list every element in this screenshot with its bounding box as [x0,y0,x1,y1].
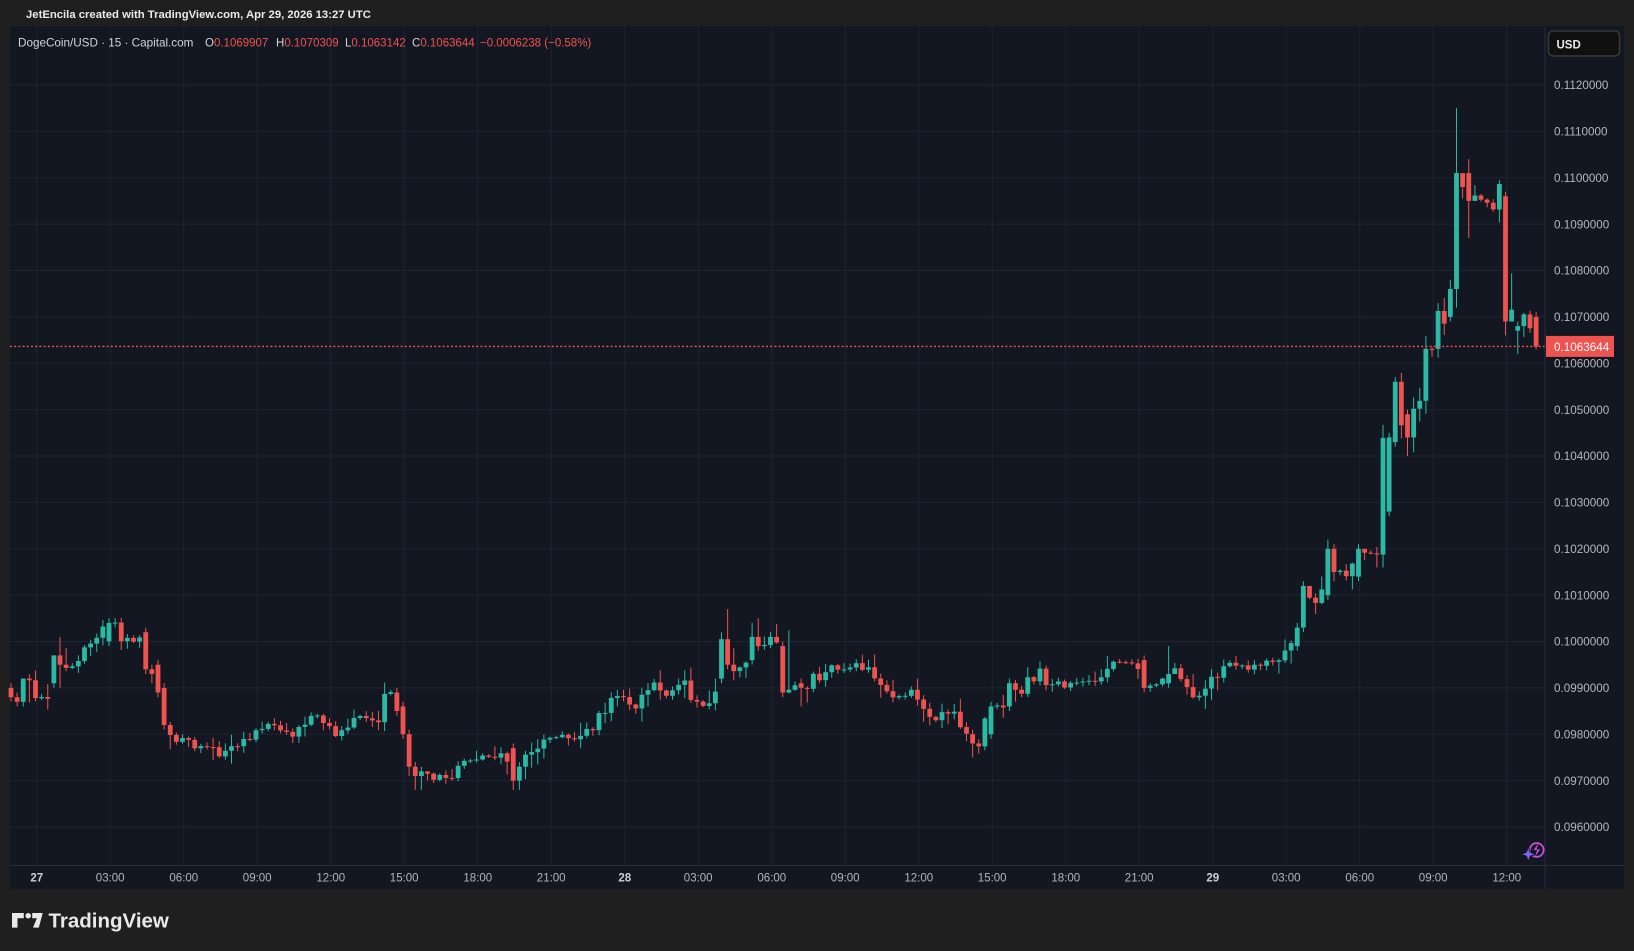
svg-text:15:00: 15:00 [978,873,1007,885]
svg-text:03:00: 03:00 [1272,873,1301,885]
svg-text:21:00: 21:00 [1125,873,1154,885]
svg-text:0.0990000: 0.0990000 [1554,682,1610,695]
svg-text:0.1063644: 0.1063644 [1554,341,1610,354]
svg-text:USD: USD [1557,40,1581,52]
svg-text:0.1010000: 0.1010000 [1554,589,1610,602]
svg-text:0.0980000: 0.0980000 [1554,729,1610,742]
svg-text:29: 29 [1206,873,1219,885]
svg-text:O0.1069907: O0.1069907 [205,38,268,50]
svg-text:−0.0006238 (−0.58%): −0.0006238 (−0.58%) [480,38,591,50]
svg-text:28: 28 [618,873,631,885]
svg-text:0.1090000: 0.1090000 [1554,218,1610,231]
svg-text:0.1050000: 0.1050000 [1554,404,1610,417]
svg-text:JetEncila created with Trading: JetEncila created with TradingView.com, … [26,9,371,21]
svg-text:0.1060000: 0.1060000 [1554,357,1610,370]
svg-text:TradingView: TradingView [49,910,169,933]
svg-text:0.0970000: 0.0970000 [1554,775,1610,788]
svg-text:27: 27 [30,873,43,885]
svg-text:0.0960000: 0.0960000 [1554,821,1610,834]
svg-text:0.1020000: 0.1020000 [1554,543,1610,556]
svg-text:0.1000000: 0.1000000 [1554,636,1610,649]
svg-text:21:00: 21:00 [537,873,566,885]
svg-text:DogeCoin/USD · 15 · Capital.co: DogeCoin/USD · 15 · Capital.com [18,37,193,50]
svg-text:15:00: 15:00 [390,873,419,885]
svg-text:12:00: 12:00 [904,873,933,885]
svg-text:09:00: 09:00 [1419,873,1448,885]
svg-text:0.1100000: 0.1100000 [1554,172,1609,185]
svg-text:03:00: 03:00 [96,873,125,885]
svg-text:H0.1070309: H0.1070309 [276,38,339,50]
svg-text:09:00: 09:00 [243,873,272,885]
svg-text:C0.1063644: C0.1063644 [412,38,475,50]
svg-text:0.1110000: 0.1110000 [1554,126,1608,139]
svg-text:0.1040000: 0.1040000 [1554,450,1610,463]
svg-text:0.1080000: 0.1080000 [1554,265,1610,278]
svg-text:L0.1063142: L0.1063142 [345,38,406,50]
svg-text:0.1070000: 0.1070000 [1554,311,1610,324]
svg-text:12:00: 12:00 [316,873,345,885]
svg-text:06:00: 06:00 [169,873,198,885]
svg-text:0.1030000: 0.1030000 [1554,497,1610,510]
svg-text:18:00: 18:00 [463,873,492,885]
svg-text:06:00: 06:00 [757,873,786,885]
svg-text:18:00: 18:00 [1051,873,1080,885]
svg-text:0.1120000: 0.1120000 [1554,79,1609,92]
svg-text:12:00: 12:00 [1492,873,1521,885]
svg-text:06:00: 06:00 [1345,873,1374,885]
svg-text:03:00: 03:00 [684,873,713,885]
svg-text:09:00: 09:00 [831,873,860,885]
